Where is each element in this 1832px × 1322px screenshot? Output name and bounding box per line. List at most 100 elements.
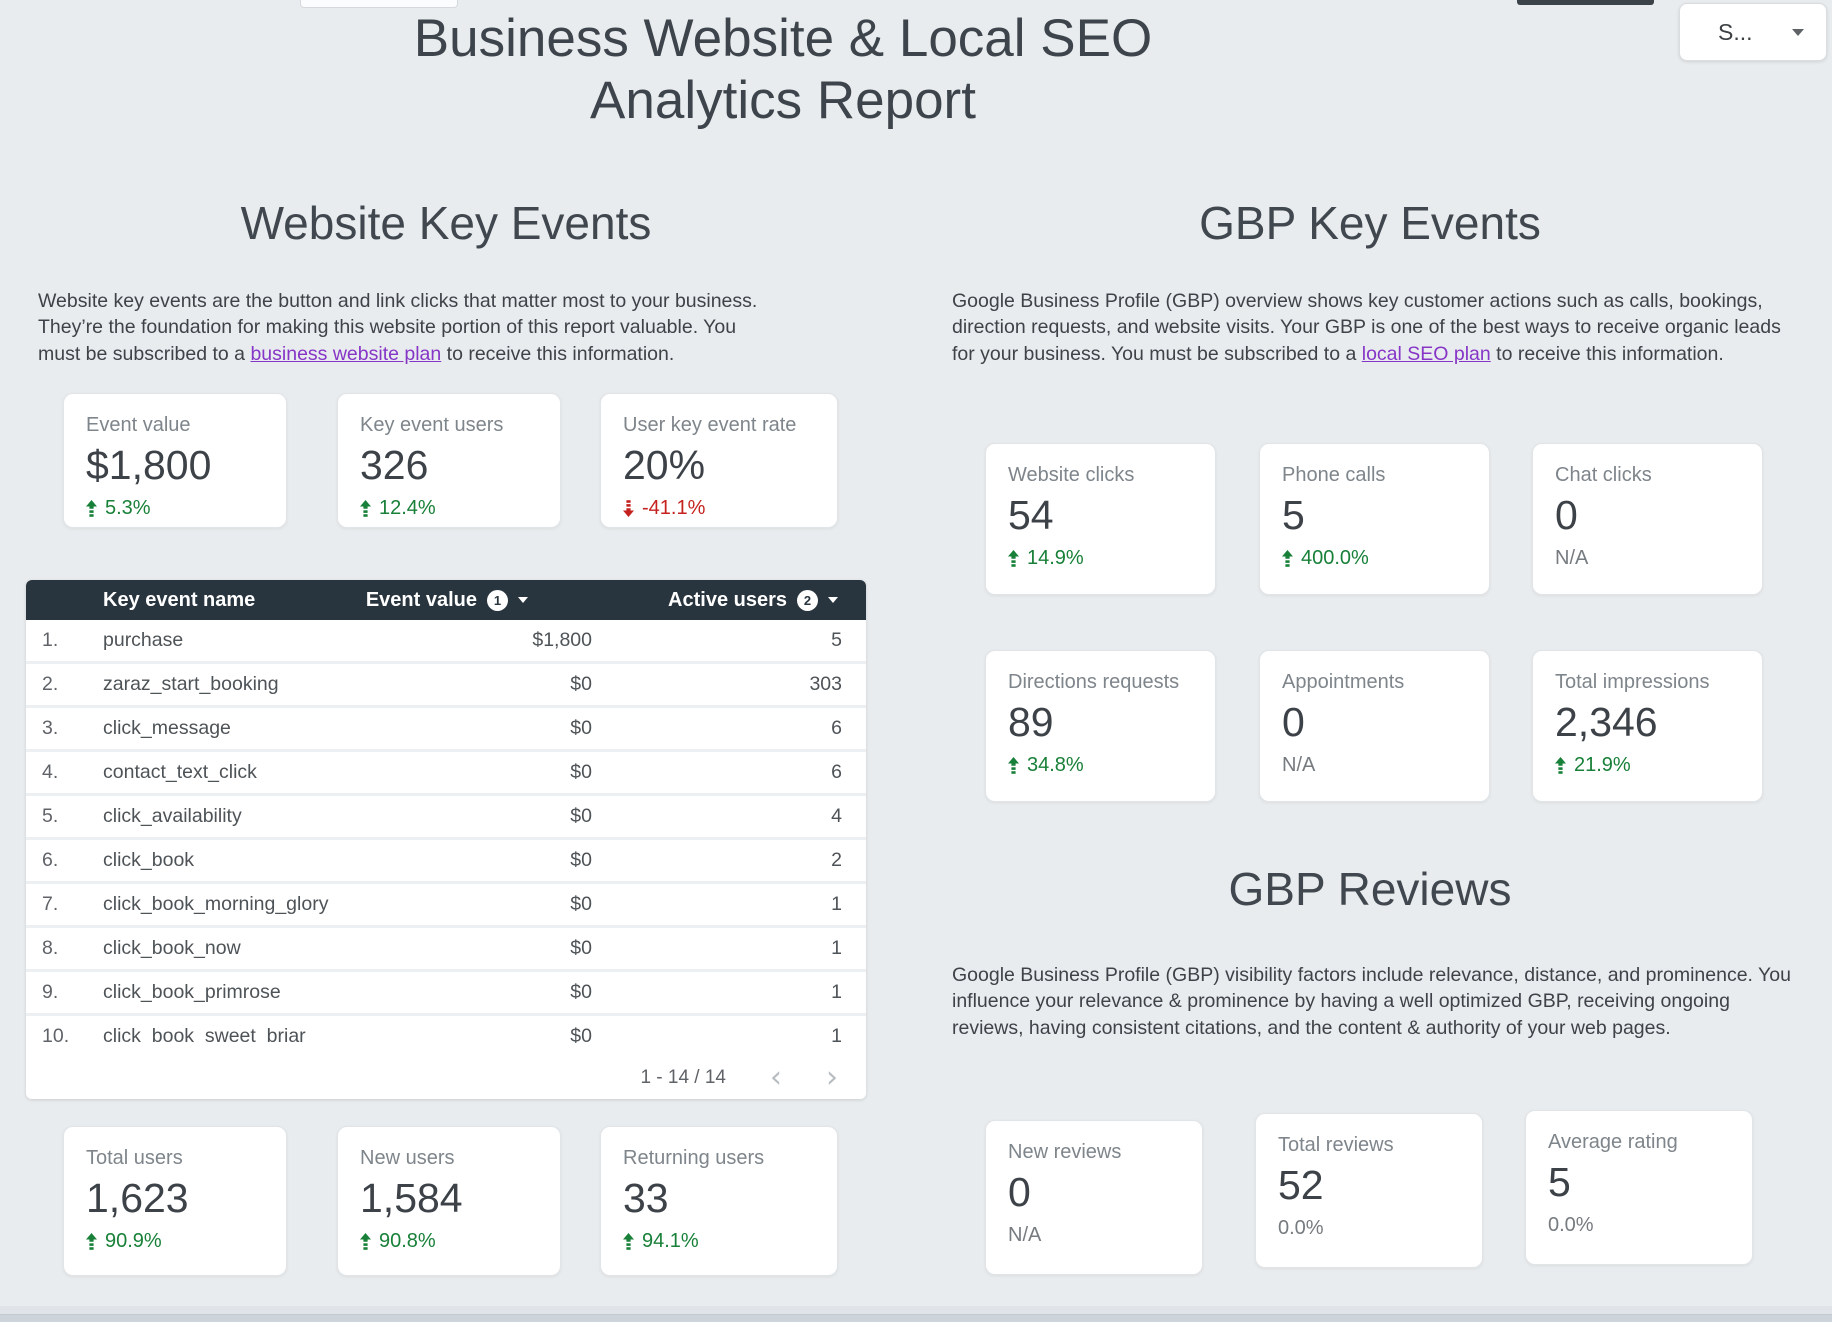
chevron-down-icon bbox=[1792, 28, 1804, 36]
scorecard-returning-users: Returning users 33 94.1% bbox=[600, 1126, 838, 1276]
trend-arrow-icon bbox=[86, 1233, 97, 1250]
business-website-plan-link[interactable]: business website plan bbox=[250, 342, 442, 365]
gbp-reviews-heading: GBP Reviews bbox=[1228, 863, 1512, 915]
pagination-range: 1 - 14 / 14 bbox=[640, 1067, 726, 1088]
table-row: 7. click_book_morning_glory $0 1 bbox=[26, 884, 866, 928]
scorecard-value: 54 bbox=[1008, 492, 1054, 538]
trend-arrow-icon bbox=[86, 500, 97, 517]
cutoff-element-top-left bbox=[300, 0, 458, 8]
website-section-heading: Website Key Events bbox=[240, 197, 652, 249]
scorecard-delta: 34.8% bbox=[1008, 754, 1193, 777]
page-bottom-strip bbox=[0, 1306, 1832, 1314]
scorecard-phone-calls: Phone calls 5 400.0% bbox=[1259, 443, 1490, 595]
share-button-label: S... bbox=[1718, 18, 1753, 45]
scorecard-label: Average rating bbox=[1548, 1131, 1678, 1153]
sort-caret-icon bbox=[828, 597, 838, 603]
sort-order-2-badge: 2 bbox=[797, 589, 818, 611]
trend-arrow-icon bbox=[623, 500, 634, 517]
scorecard-value: 20% bbox=[623, 442, 706, 488]
trend-arrow-icon bbox=[1282, 550, 1293, 567]
scorecard-event-value: Event value $1,800 5.3% bbox=[63, 393, 287, 528]
scorecard-value: 5 bbox=[1548, 1159, 1571, 1205]
scorecard-label: Key event users bbox=[360, 414, 504, 436]
scorecard-label: New users bbox=[360, 1147, 455, 1169]
scorecard-delta: -41.1% bbox=[623, 497, 815, 520]
table-row: 8. click_book_now $0 1 bbox=[26, 928, 866, 972]
trend-arrow-icon bbox=[1555, 757, 1566, 774]
table-row: 3. click_message $0 6 bbox=[26, 708, 866, 752]
column-header-event-value[interactable]: Event value 1 bbox=[362, 589, 592, 612]
sort-caret-icon bbox=[518, 597, 528, 603]
scorecard-label: Chat clicks bbox=[1555, 464, 1652, 486]
scorecard-label: New reviews bbox=[1008, 1141, 1122, 1163]
pagination-next-icon[interactable]: › bbox=[826, 1060, 838, 1095]
scorecard-value: 33 bbox=[623, 1175, 669, 1221]
scorecard-total-impressions: Total impressions 2,346 21.9% bbox=[1532, 650, 1763, 802]
scorecard-delta: N/A bbox=[1008, 1224, 1042, 1246]
share-button[interactable]: S... bbox=[1679, 3, 1827, 61]
scorecard-value: 89 bbox=[1008, 699, 1054, 745]
scorecard-key-event-users: Key event users 326 12.4% bbox=[337, 393, 561, 528]
scorecard-delta: N/A bbox=[1555, 547, 1589, 569]
local-seo-plan-link[interactable]: local SEO plan bbox=[1361, 342, 1491, 365]
scorecard-delta: 400.0% bbox=[1282, 547, 1467, 570]
scorecard-delta: 14.9% bbox=[1008, 547, 1193, 570]
scorecard-delta: 90.8% bbox=[360, 1230, 538, 1253]
scorecard-label: Event value bbox=[86, 414, 191, 436]
scorecard-new-users: New users 1,584 90.8% bbox=[337, 1126, 561, 1276]
scorecard-value: 2,346 bbox=[1555, 699, 1658, 745]
scorecard-delta: 94.1% bbox=[623, 1230, 815, 1253]
scorecard-user-key-event-rate: User key event rate 20% -41.1% bbox=[600, 393, 838, 528]
table-row: 4. contact_text_click $0 6 bbox=[26, 752, 866, 796]
scorecard-website-clicks: Website clicks 54 14.9% bbox=[985, 443, 1216, 595]
scorecard-delta: 90.9% bbox=[86, 1230, 264, 1253]
pagination-prev-icon[interactable]: ‹ bbox=[770, 1060, 782, 1095]
gbp-section-heading: GBP Key Events bbox=[1199, 197, 1541, 249]
scorecard-average-rating: Average rating 5 0.0% bbox=[1525, 1110, 1753, 1265]
scorecard-value: 0 bbox=[1008, 1169, 1031, 1215]
page-title: Business Website & Local SEO Analytics R… bbox=[413, 9, 1153, 130]
gbp-section-description: Google Business Profile (GBP) overview s… bbox=[952, 289, 1781, 365]
trend-arrow-icon bbox=[360, 1233, 371, 1250]
scorecard-appointments: Appointments 0 N/A bbox=[1259, 650, 1490, 802]
scorecard-total-reviews: Total reviews 52 0.0% bbox=[1255, 1113, 1483, 1268]
scorecard-value: 0 bbox=[1282, 699, 1305, 745]
column-header-key-event-name[interactable]: Key event name bbox=[103, 588, 256, 611]
gbp-reviews-description: Google Business Profile (GBP) visibility… bbox=[952, 963, 1791, 1039]
scorecard-new-reviews: New reviews 0 N/A bbox=[985, 1120, 1203, 1275]
scorecard-value: 326 bbox=[360, 442, 429, 488]
table-row: 6. click_book $0 2 bbox=[26, 840, 866, 884]
scorecard-delta: 0.0% bbox=[1548, 1214, 1594, 1236]
scorecard-total-users: Total users 1,623 90.9% bbox=[63, 1126, 287, 1276]
table-pagination: 1 - 14 / 14 ‹ › bbox=[26, 1057, 866, 1099]
scorecard-delta: 12.4% bbox=[360, 497, 538, 520]
scorecard-value: 1,623 bbox=[86, 1175, 189, 1221]
cutoff-element-top-center bbox=[1517, 0, 1654, 5]
table-row: 2. zaraz_start_booking $0 303 bbox=[26, 664, 866, 708]
trend-arrow-icon bbox=[623, 1233, 634, 1250]
scorecard-label: User key event rate bbox=[623, 414, 797, 436]
scorecard-value: 0 bbox=[1555, 492, 1578, 538]
scorecard-label: Returning users bbox=[623, 1147, 765, 1169]
table-row: 10. click book sweet briar $0 1 bbox=[26, 1016, 866, 1057]
scorecard-value: 1,584 bbox=[360, 1175, 463, 1221]
scorecard-delta: 21.9% bbox=[1555, 754, 1740, 777]
scorecard-value: 5 bbox=[1282, 492, 1305, 538]
scorecard-label: Website clicks bbox=[1008, 464, 1135, 486]
sort-order-1-badge: 1 bbox=[487, 589, 508, 611]
scorecard-delta: N/A bbox=[1282, 754, 1316, 776]
scorecard-label: Total impressions bbox=[1555, 671, 1710, 693]
column-header-active-users[interactable]: Active users 2 bbox=[592, 589, 866, 612]
table-row: 1. purchase $1,800 5 bbox=[26, 620, 866, 664]
table-header-row: Key event name Event value 1 Active user… bbox=[26, 580, 866, 620]
scorecard-value: $1,800 bbox=[86, 442, 212, 488]
scorecard-label: Total reviews bbox=[1278, 1134, 1394, 1156]
scorecard-delta: 5.3% bbox=[86, 497, 264, 520]
scorecard-label: Phone calls bbox=[1282, 464, 1386, 486]
scorecard-directions-requests: Directions requests 89 34.8% bbox=[985, 650, 1216, 802]
scorecard-label: Appointments bbox=[1282, 671, 1405, 693]
scorecard-label: Total users bbox=[86, 1147, 183, 1169]
trend-arrow-icon bbox=[1008, 757, 1019, 774]
website-section-description: Website key events are the button and li… bbox=[38, 289, 758, 365]
page-bottom-edge bbox=[0, 1314, 1832, 1322]
